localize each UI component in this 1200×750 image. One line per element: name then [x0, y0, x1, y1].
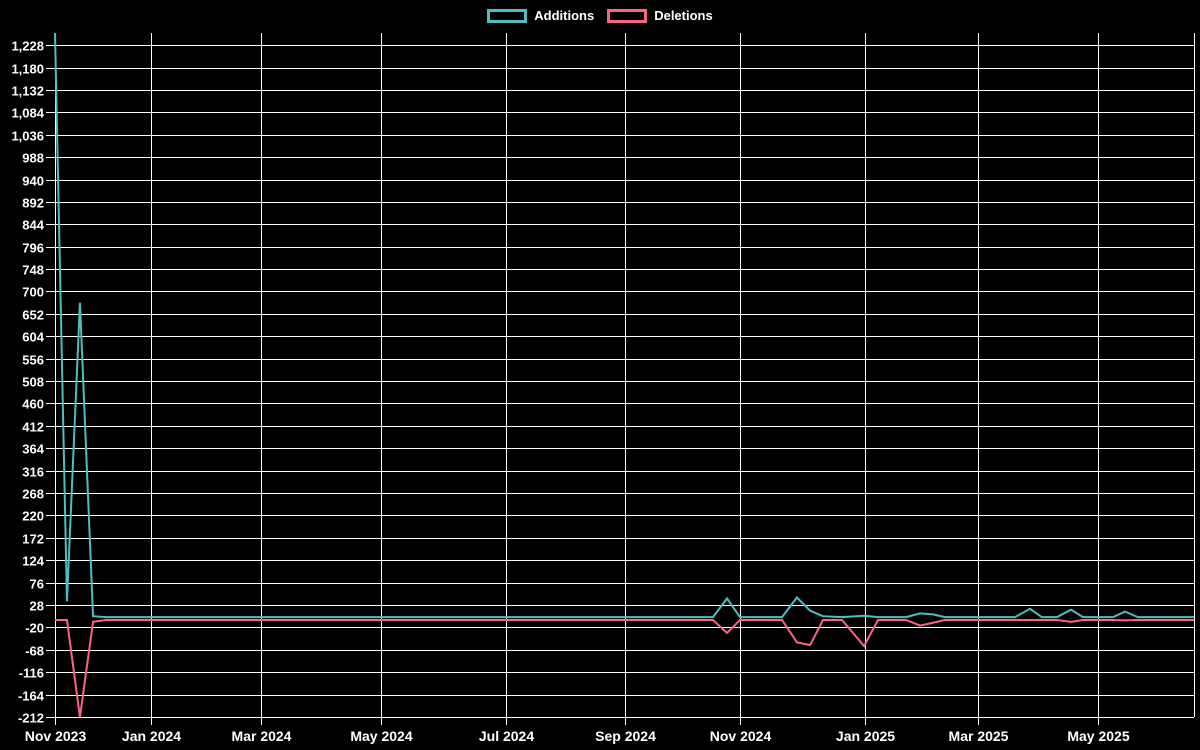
y-tick-label: 748	[22, 262, 44, 277]
y-tick-label: 412	[22, 419, 44, 434]
y-tick-label: 316	[22, 464, 44, 479]
x-tick-label: Jul 2024	[478, 728, 535, 744]
y-tick-label: 700	[22, 284, 44, 299]
y-tick-label: -164	[17, 688, 44, 703]
additions-line	[54, 32, 1194, 619]
y-tick-label: 220	[22, 508, 44, 523]
y-tick-label: -20	[25, 620, 44, 635]
y-tick-label: 844	[22, 217, 44, 232]
x-tick-label: Nov 2024	[709, 728, 772, 744]
x-tick-label: Mar 2025	[948, 728, 1009, 744]
x-tick-label: Mar 2024	[231, 728, 292, 744]
y-tick-label: 796	[22, 240, 44, 255]
y-tick-label: 604	[22, 329, 44, 344]
y-tick-label: 940	[22, 173, 44, 188]
y-tick-label: 1,132	[11, 83, 44, 98]
y-tick-label: 172	[22, 531, 44, 546]
y-tick-label: 652	[22, 307, 44, 322]
x-tick-label: Jan 2024	[121, 728, 182, 744]
x-tick-label: Nov 2023	[24, 728, 87, 744]
x-tick-label: May 2024	[350, 728, 413, 744]
y-tick-label: 28	[29, 598, 44, 613]
y-tick-label: 1,084	[11, 105, 44, 120]
y-tick-label: 1,180	[11, 61, 44, 76]
y-tick-label: 1,228	[11, 38, 44, 53]
legend-item-additions[interactable]: Additions	[487, 9, 594, 23]
x-tick-label: May 2025	[1067, 728, 1130, 744]
deletions-line	[55, 618, 1194, 718]
y-tick-label: 268	[22, 486, 44, 501]
y-tick-label: -212	[17, 710, 44, 725]
additions-legend-swatch-icon	[487, 9, 528, 23]
deletions-legend-swatch-icon	[607, 9, 648, 23]
y-tick-label: 76	[29, 576, 44, 591]
y-tick-label: 124	[22, 553, 44, 568]
y-tick-label: -68	[25, 643, 44, 658]
additions-legend-label: Additions	[534, 8, 595, 23]
x-tick-label: Sep 2024	[595, 728, 656, 744]
y-tick-label: 460	[22, 396, 44, 411]
x-tick-label: Jan 2025	[835, 728, 896, 744]
y-tick-label: 892	[22, 195, 44, 210]
chart-legend: Additions Deletions	[0, 9, 1200, 23]
legend-item-deletions[interactable]: Deletions	[607, 9, 713, 23]
y-tick-label: 364	[22, 441, 44, 456]
deletions-legend-label: Deletions	[654, 8, 713, 23]
y-tick-label: 508	[22, 374, 44, 389]
y-tick-label: -116	[18, 665, 44, 680]
y-tick-label: 1,036	[11, 128, 44, 143]
y-tick-label: 988	[22, 150, 44, 165]
y-tick-label: 556	[22, 352, 44, 367]
